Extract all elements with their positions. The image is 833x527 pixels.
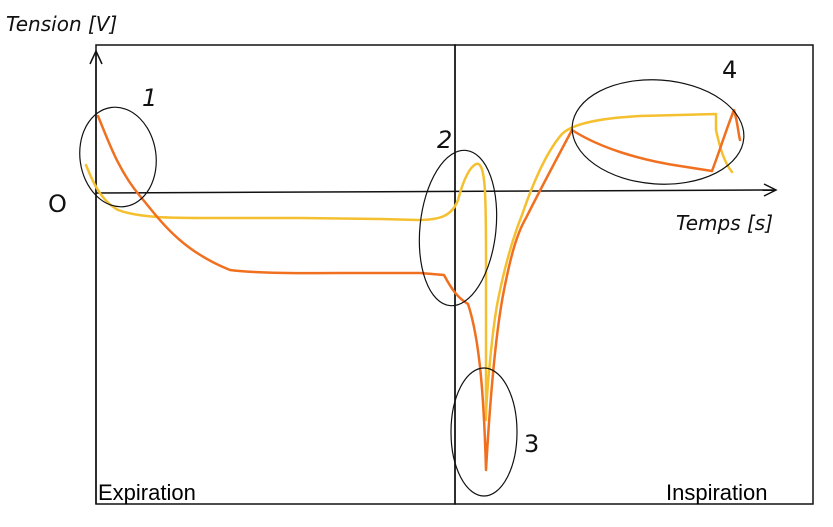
origin-label: O (48, 190, 67, 218)
x-axis (95, 183, 778, 197)
expiration-box (95, 44, 456, 505)
inspiration-box (454, 44, 814, 505)
phase-label-expiration: Expiration (98, 480, 196, 505)
phase-label-inspiration: Inspiration (666, 480, 768, 505)
marker-label-2: 2 (437, 126, 452, 154)
orange-curve (96, 108, 742, 472)
y-axis (89, 49, 103, 504)
y-axis-label: Tension [V] (6, 12, 117, 36)
marker-circle-2 (418, 149, 498, 307)
marker-label-3: 3 (524, 430, 539, 458)
marker-circle-1 (79, 106, 157, 208)
marker-label-1: 1 (142, 84, 157, 112)
marker-label-4: 4 (722, 56, 737, 84)
marker-circle-4 (571, 79, 745, 185)
yellow-curve (84, 112, 734, 422)
marker-circle-3 (450, 367, 518, 497)
x-axis-label: Temps [s] (676, 211, 773, 235)
